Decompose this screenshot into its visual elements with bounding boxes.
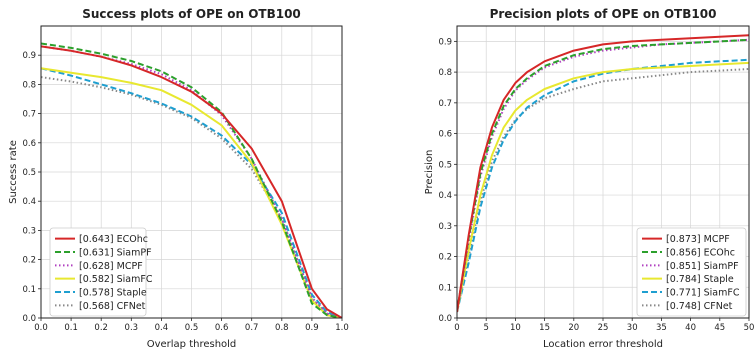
series-lines bbox=[457, 34, 749, 313]
legend-label-staple: [0.578] Staple bbox=[79, 288, 147, 299]
x-tick-label: 15 bbox=[539, 323, 550, 333]
series-line-ecohc bbox=[41, 45, 342, 318]
y-tick-label: 0.0 bbox=[22, 314, 36, 324]
series-line-siamfc bbox=[457, 58, 749, 313]
y-tick-label: 0.9 bbox=[438, 37, 452, 47]
y-tick-label: 0.6 bbox=[438, 130, 452, 140]
y-tick-label: 0.8 bbox=[438, 68, 452, 78]
plot-frame bbox=[456, 25, 750, 319]
plot-frame bbox=[40, 25, 343, 319]
y-tick-label: 0.5 bbox=[438, 160, 452, 170]
x-axis-label: Overlap threshold bbox=[147, 339, 237, 350]
x-tick-label: 0.8 bbox=[275, 323, 289, 333]
y-tick-label: 0.4 bbox=[22, 197, 36, 207]
y-axis-label: Precision bbox=[424, 150, 435, 195]
y-tick-label: 0.1 bbox=[438, 283, 452, 293]
y-tick-label: 0.5 bbox=[22, 168, 36, 178]
legend-box bbox=[49, 227, 147, 317]
legend-label-staple: [0.784] Staple bbox=[666, 274, 734, 285]
x-tick-label: 25 bbox=[598, 323, 609, 333]
x-tick-label: 0.7 bbox=[245, 323, 259, 333]
legend-label-siamfc: [0.582] SiamFC bbox=[79, 274, 153, 285]
legend-label-siampf: [0.851] SiamPF bbox=[666, 261, 739, 272]
x-tick-label: 0.3 bbox=[125, 323, 139, 333]
y-tick-label: 0.8 bbox=[22, 80, 36, 90]
legend-label-siampf: [0.631] SiamPF bbox=[79, 248, 152, 259]
x-tick-label: 0.1 bbox=[64, 323, 78, 333]
chart-title: Precision plots of OPE on OTB100 bbox=[490, 7, 717, 21]
x-tick-label: 0 bbox=[454, 323, 459, 333]
series-line-mcpf bbox=[457, 34, 749, 313]
chart-2: 0 5 10 15 20 25 30 35 40 45 50 0.0 0.1 0.2 0.3 0.4 0.5 0.… bbox=[424, 7, 754, 350]
series-line-staple bbox=[41, 67, 342, 318]
series-line-staple bbox=[457, 61, 749, 313]
legend: [0.873] MCPF [0.856] ECOhc [0.851] SiamPF [… bbox=[636, 227, 747, 317]
x-tick-label: 0.9 bbox=[305, 323, 319, 333]
x-tick-label: 0.4 bbox=[155, 323, 169, 333]
x-tick-label: 20 bbox=[568, 323, 579, 333]
legend-label-cfnet: [0.748] CFNet bbox=[666, 301, 733, 312]
x-tick-label: 10 bbox=[510, 323, 521, 333]
x-tick-label: 1.0 bbox=[335, 323, 349, 333]
y-tick-label: 0.6 bbox=[22, 139, 36, 149]
legend-label-ecohc: [0.643] ECOhc bbox=[79, 234, 148, 245]
series-lines bbox=[41, 42, 342, 318]
y-tick-label: 0.2 bbox=[438, 253, 452, 263]
series-line-siampf bbox=[41, 42, 342, 318]
y-tick-label: 0.7 bbox=[22, 110, 36, 120]
y-tick-label: 0.9 bbox=[22, 51, 36, 61]
y-tick-label: 0.3 bbox=[438, 222, 452, 232]
x-tick-label: 35 bbox=[656, 323, 667, 333]
y-axis-label: Success rate bbox=[8, 140, 19, 204]
x-tick-label: 30 bbox=[627, 323, 638, 333]
legend-box bbox=[636, 227, 747, 317]
legend-label-siamfc: [0.771] SiamFC bbox=[666, 288, 740, 299]
x-tick-label: 50 bbox=[744, 323, 755, 333]
x-tick-label: 0.2 bbox=[94, 323, 108, 333]
chart-title: Success plots of OPE on OTB100 bbox=[82, 7, 301, 21]
series-line-ecohc bbox=[457, 38, 749, 313]
y-tick-label: 0.0 bbox=[438, 314, 452, 324]
x-tick-label: 45 bbox=[714, 323, 725, 333]
x-tick-label: 0.6 bbox=[215, 323, 229, 333]
legend-label-cfnet: [0.568] CFNet bbox=[79, 301, 146, 312]
x-tick-label: 5 bbox=[483, 323, 488, 333]
y-tick-label: 0.1 bbox=[22, 285, 36, 295]
x-axis-label: Location error threshold bbox=[543, 339, 663, 350]
x-tick-label: 40 bbox=[685, 323, 696, 333]
y-tick-label: 0.2 bbox=[22, 256, 36, 266]
chart-1: 0.0 0.1 0.2 0.3 0.4 0.5 0.6 0.7 0.8 0.9 1.0 0.0 0.1 0… bbox=[8, 7, 349, 350]
legend: [0.643] ECOhc [0.631] SiamPF [0.628] MCPF [… bbox=[49, 227, 153, 317]
x-tick-label: 0.0 bbox=[34, 323, 48, 333]
x-tick-label: 0.5 bbox=[185, 323, 199, 333]
series-line-siampf bbox=[457, 38, 749, 313]
y-tick-label: 0.3 bbox=[22, 226, 36, 236]
legend-label-ecohc: [0.856] ECOhc bbox=[666, 248, 735, 259]
series-line-siamfc bbox=[41, 67, 342, 318]
legend-label-mcpf: [0.873] MCPF bbox=[666, 234, 730, 245]
y-tick-label: 0.4 bbox=[438, 191, 452, 201]
legend-label-mcpf: [0.628] MCPF bbox=[79, 261, 143, 272]
y-tick-label: 0.7 bbox=[438, 99, 452, 109]
